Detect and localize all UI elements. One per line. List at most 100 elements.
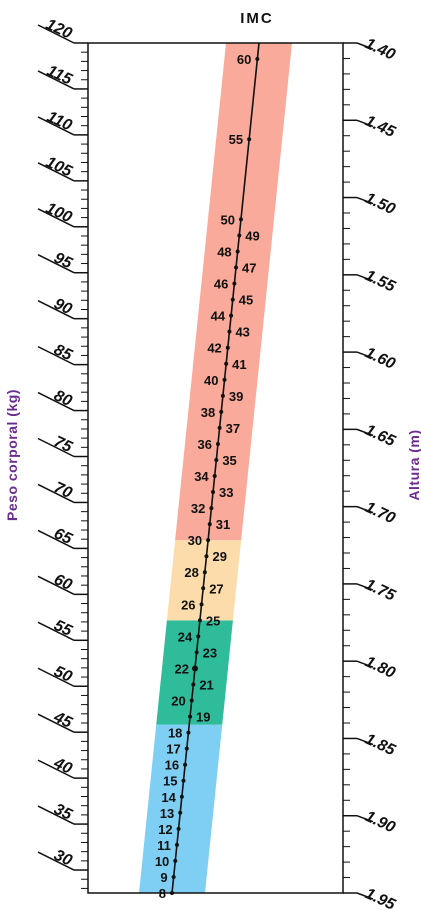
bmi-point — [222, 377, 227, 382]
bmi-point — [214, 457, 219, 462]
bmi-label: 40 — [204, 373, 218, 388]
bmi-label: 8 — [159, 886, 166, 901]
weight-tick-leader — [37, 851, 75, 871]
bmi-label: 17 — [166, 742, 180, 757]
bmi-label: 49 — [245, 228, 259, 243]
bmi-label: 39 — [229, 389, 243, 404]
weight-tick-label: 30 — [51, 847, 74, 870]
bmi-label: 48 — [217, 244, 231, 259]
bmi-label: 35 — [222, 453, 236, 468]
bmi-point — [201, 586, 206, 591]
bmi-label: 29 — [212, 549, 226, 564]
bmi-point — [170, 891, 174, 895]
bmi-point — [202, 570, 207, 575]
weight-tick-label: 55 — [51, 617, 75, 640]
bmi-label: 30 — [188, 533, 202, 548]
weight-tick-leader — [37, 621, 75, 641]
bmi-point — [196, 634, 201, 639]
bmi-point — [173, 858, 178, 863]
height-tick-label: 1.55 — [362, 267, 398, 296]
height-tick-leader — [356, 274, 374, 282]
bmi-point — [237, 233, 242, 238]
bmi-label: 46 — [214, 277, 228, 292]
height-tick-label: 1.90 — [362, 808, 397, 837]
bmi-point — [229, 313, 234, 318]
bmi-label: 23 — [203, 645, 217, 660]
height-tick-label: 1.85 — [362, 731, 398, 760]
weight-tick-label: 35 — [51, 801, 75, 824]
bmi-label: 20 — [171, 694, 185, 709]
weight-tick-leader — [37, 162, 75, 182]
bmi-point — [238, 217, 243, 222]
bmi-label: 18 — [168, 726, 182, 741]
bmi-label: 22 — [175, 661, 189, 676]
weight-tick-leader — [37, 345, 75, 366]
weight-tick-label: 40 — [50, 754, 74, 777]
weight-tick-label: 45 — [50, 708, 75, 732]
weight-tick-leader — [37, 24, 75, 44]
bmi-point — [171, 874, 176, 879]
height-tick-leader — [356, 196, 374, 205]
weight-tick-leader — [37, 70, 75, 90]
weight-tick-label: 50 — [51, 663, 74, 686]
height-tick-label: 1.70 — [362, 499, 397, 528]
weight-tick-leader — [37, 208, 75, 228]
bmi-point — [212, 474, 217, 479]
weight-tick-leader — [37, 300, 75, 320]
bmi-point — [194, 650, 199, 655]
bmi-label: 11 — [157, 838, 171, 853]
bmi-point — [209, 506, 214, 511]
weight-tick-leader — [37, 116, 75, 136]
bmi-point — [184, 746, 189, 751]
bmi-point — [215, 441, 220, 446]
height-tick-label: 1.75 — [362, 576, 398, 605]
bmi-label: 50 — [220, 212, 234, 227]
bmi-point — [224, 361, 229, 366]
weight-tick-leader — [37, 805, 75, 825]
bmi-label: 10 — [155, 854, 169, 869]
bmi-label: 16 — [165, 758, 179, 773]
bmi-point — [247, 137, 252, 142]
height-tick-label: 1.50 — [362, 190, 397, 219]
bmi-label: 14 — [161, 790, 176, 805]
weight-tick-leader — [37, 575, 75, 596]
bmi-point — [206, 538, 211, 543]
height-tick-label: 1.65 — [362, 422, 398, 451]
bmi-label: 44 — [211, 309, 226, 324]
bmi-label: 28 — [184, 565, 198, 580]
weight-tick-leader — [37, 759, 75, 779]
weight-tick-leader — [37, 529, 75, 550]
bmi-point — [189, 698, 194, 703]
height-tick-leader — [356, 892, 374, 900]
weight-tick-label: 75 — [51, 433, 75, 456]
bmi-point — [235, 249, 240, 254]
bmi-label: 21 — [199, 678, 213, 693]
bmi-point — [191, 665, 198, 672]
bmi-label: 33 — [219, 485, 233, 500]
bmi-label: 15 — [163, 774, 177, 789]
bmi-point — [199, 602, 204, 607]
weight-tick-label: 90 — [51, 295, 74, 318]
weight-ticks: 1201151101051009590858075706560555045403… — [37, 16, 88, 889]
weight-tick-leader — [37, 254, 75, 274]
height-tick-label: 1.40 — [362, 35, 397, 64]
bmi-label: 19 — [196, 710, 210, 725]
bmi-label: 60 — [237, 52, 251, 67]
bmi-label: 31 — [216, 517, 230, 532]
height-tick-leader — [356, 660, 374, 668]
height-tick-leader — [356, 505, 374, 514]
height-tick-label: 1.45 — [362, 112, 398, 141]
bmi-label: 12 — [158, 822, 172, 837]
bmi-point — [204, 554, 209, 559]
bmi-label: 45 — [239, 293, 253, 308]
height-tick-leader — [356, 815, 374, 823]
weight-tick-label: 70 — [51, 479, 74, 502]
bmi-point — [178, 810, 183, 815]
bmi-point — [207, 522, 212, 527]
height-tick-leader — [356, 119, 374, 127]
weight-tick-leader — [37, 437, 75, 458]
weight-tick-label: 95 — [51, 249, 75, 272]
bmi-point — [197, 618, 202, 623]
bmi-point — [186, 730, 191, 735]
